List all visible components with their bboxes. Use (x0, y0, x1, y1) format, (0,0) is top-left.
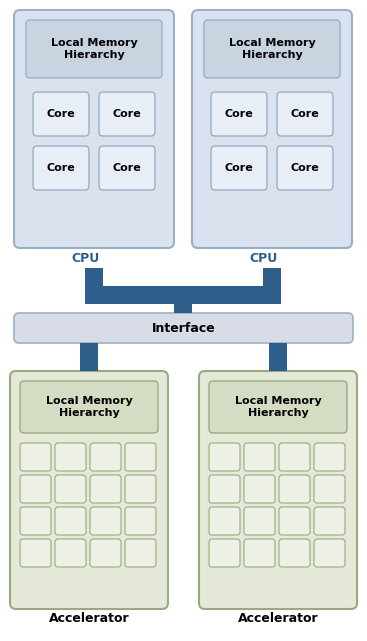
FancyBboxPatch shape (125, 475, 156, 503)
FancyBboxPatch shape (20, 443, 51, 471)
Text: Core: Core (291, 163, 319, 173)
FancyBboxPatch shape (26, 20, 162, 78)
FancyBboxPatch shape (279, 475, 310, 503)
FancyBboxPatch shape (314, 443, 345, 471)
Bar (174, 302, 192, 313)
FancyBboxPatch shape (125, 443, 156, 471)
FancyBboxPatch shape (279, 507, 310, 535)
FancyBboxPatch shape (90, 539, 121, 567)
Text: Local Memory
Hierarchy: Local Memory Hierarchy (229, 38, 315, 60)
FancyBboxPatch shape (33, 92, 89, 136)
Text: Local Memory
Hierarchy: Local Memory Hierarchy (46, 396, 132, 418)
Text: CPU: CPU (72, 251, 100, 265)
Bar (263, 268, 281, 288)
Text: Accelerator: Accelerator (238, 613, 318, 626)
Bar (80, 343, 98, 371)
FancyBboxPatch shape (244, 507, 275, 535)
FancyBboxPatch shape (209, 539, 240, 567)
FancyBboxPatch shape (55, 507, 86, 535)
Text: Accelerator: Accelerator (49, 613, 129, 626)
Text: Core: Core (225, 109, 253, 119)
Text: Core: Core (225, 163, 253, 173)
Text: Local Memory
Hierarchy: Local Memory Hierarchy (51, 38, 137, 60)
FancyBboxPatch shape (99, 92, 155, 136)
Text: Core: Core (47, 163, 75, 173)
FancyBboxPatch shape (209, 381, 347, 433)
FancyBboxPatch shape (14, 10, 174, 248)
FancyBboxPatch shape (125, 539, 156, 567)
FancyBboxPatch shape (99, 146, 155, 190)
Bar (269, 343, 287, 371)
Text: Core: Core (113, 163, 141, 173)
Text: Local Memory
Hierarchy: Local Memory Hierarchy (235, 396, 321, 418)
FancyBboxPatch shape (314, 475, 345, 503)
Text: Core: Core (113, 109, 141, 119)
FancyBboxPatch shape (211, 92, 267, 136)
FancyBboxPatch shape (192, 10, 352, 248)
FancyBboxPatch shape (199, 371, 357, 609)
Text: Core: Core (291, 109, 319, 119)
FancyBboxPatch shape (20, 475, 51, 503)
FancyBboxPatch shape (209, 475, 240, 503)
FancyBboxPatch shape (244, 443, 275, 471)
FancyBboxPatch shape (211, 146, 267, 190)
Bar (85, 268, 103, 288)
FancyBboxPatch shape (20, 507, 51, 535)
FancyBboxPatch shape (314, 539, 345, 567)
FancyBboxPatch shape (55, 539, 86, 567)
Text: Interface: Interface (152, 322, 215, 335)
FancyBboxPatch shape (314, 507, 345, 535)
Text: Core: Core (47, 109, 75, 119)
FancyBboxPatch shape (279, 443, 310, 471)
FancyBboxPatch shape (209, 443, 240, 471)
FancyBboxPatch shape (279, 539, 310, 567)
Text: CPU: CPU (250, 251, 278, 265)
FancyBboxPatch shape (55, 443, 86, 471)
FancyBboxPatch shape (244, 475, 275, 503)
FancyBboxPatch shape (277, 92, 333, 136)
FancyBboxPatch shape (20, 381, 158, 433)
FancyBboxPatch shape (244, 539, 275, 567)
FancyBboxPatch shape (125, 507, 156, 535)
FancyBboxPatch shape (90, 507, 121, 535)
FancyBboxPatch shape (14, 313, 353, 343)
FancyBboxPatch shape (33, 146, 89, 190)
FancyBboxPatch shape (10, 371, 168, 609)
FancyBboxPatch shape (55, 475, 86, 503)
FancyBboxPatch shape (277, 146, 333, 190)
FancyBboxPatch shape (209, 507, 240, 535)
FancyBboxPatch shape (90, 475, 121, 503)
FancyBboxPatch shape (204, 20, 340, 78)
FancyBboxPatch shape (20, 539, 51, 567)
FancyBboxPatch shape (90, 443, 121, 471)
Bar (85, 286, 281, 304)
